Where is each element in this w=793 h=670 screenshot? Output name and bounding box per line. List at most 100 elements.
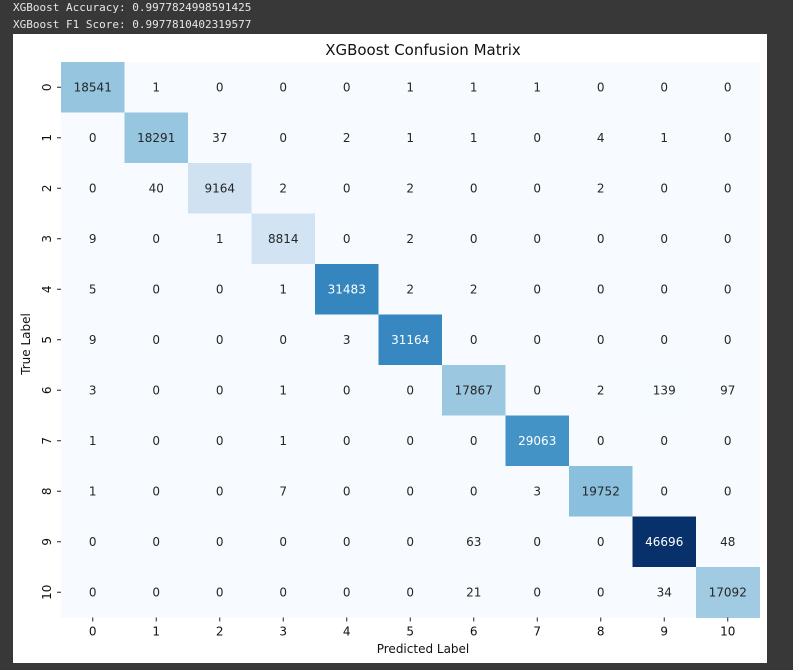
cell-value-label: 0 (89, 131, 97, 145)
heatmap-cell (61, 264, 125, 315)
cell-value-label: 0 (343, 383, 351, 397)
cell-value-label: 40 (149, 181, 164, 195)
cell-value-label: 0 (216, 80, 224, 94)
cell-value-label: 0 (89, 535, 97, 549)
heatmap-cell (442, 415, 506, 467)
cell-value-label: 1 (406, 80, 414, 94)
cell-value-label: 37 (212, 131, 227, 145)
heatmap-cell (124, 62, 189, 113)
heatmap-cell (188, 163, 252, 214)
cell-value-label: 2 (597, 181, 605, 195)
heatmap-cell (632, 62, 697, 113)
y-tick-label: 2 (40, 184, 54, 192)
x-tick-label: 9 (660, 625, 668, 639)
heatmap-cell (378, 62, 443, 113)
cell-value-label: 0 (597, 282, 605, 296)
heatmap-cell (188, 516, 252, 568)
heatmap-cell (696, 62, 760, 113)
heatmap-cell (632, 314, 697, 366)
x-axis-label: Predicted Label (377, 642, 470, 656)
cell-value-label: 0 (597, 232, 605, 246)
cell-value-label: 0 (597, 585, 605, 599)
y-tick-label: 8 (40, 487, 54, 495)
cell-value-label: 0 (152, 434, 160, 448)
cell-value-label: 0 (597, 333, 605, 347)
heatmap-cell (569, 365, 633, 416)
heatmap-cell (505, 314, 570, 366)
heatmap-cell (696, 264, 760, 315)
heatmap-cell (442, 213, 506, 265)
cell-value-label: 139 (653, 383, 676, 397)
heatmap-cell (569, 567, 633, 618)
heatmap-cell (61, 163, 125, 214)
heatmap-cell (124, 163, 189, 214)
heatmap-cell (124, 314, 189, 366)
heatmap-cell (632, 567, 697, 618)
cell-value-label: 0 (533, 383, 541, 397)
cell-value-label: 0 (279, 80, 287, 94)
x-tick-label: 2 (216, 625, 224, 639)
heatmap-cell (442, 314, 506, 366)
cell-value-label: 18541 (74, 80, 112, 94)
heatmap-cell (696, 466, 760, 517)
cell-value-label: 0 (660, 333, 668, 347)
cell-value-label: 0 (597, 80, 605, 94)
heatmap-cell (124, 365, 189, 416)
cell-value-label: 0 (406, 535, 414, 549)
chart-figure: XGBoost Confusion Matrix 18541 1 0 0 0 1 1 1 0 0 0… (13, 34, 767, 663)
heatmap-cell (188, 213, 252, 265)
cell-value-label: 8814 (268, 232, 299, 246)
heatmap-cell (61, 567, 125, 618)
cell-value-label: 1 (279, 434, 287, 448)
cell-value-label: 31483 (328, 282, 366, 296)
heatmap-cell (378, 365, 443, 416)
y-tick-label: 9 (40, 538, 54, 546)
heatmap-cell (632, 516, 697, 568)
heatmap-cell (632, 466, 697, 517)
cell-value-label: 7 (279, 484, 287, 498)
heatmap-cell (569, 314, 633, 366)
y-tick-label: 6 (40, 386, 54, 394)
heatmap-cell (251, 112, 316, 164)
cell-value-label: 0 (724, 434, 732, 448)
cell-value-label: 9 (89, 232, 97, 246)
heatmap-cell (632, 163, 697, 214)
y-tick-label: 0 (40, 83, 54, 91)
heatmap-cell (251, 314, 316, 366)
cell-value-label: 63 (466, 535, 481, 549)
cell-value-label: 0 (724, 484, 732, 498)
cell-value-label: 1 (470, 80, 478, 94)
heatmap-cell (696, 314, 760, 366)
y-axis-ticks: 0 1 2 3 4 5 6 7 8 9 10 (40, 83, 61, 600)
cell-value-label: 0 (279, 131, 287, 145)
cell-value-label: 0 (406, 434, 414, 448)
cell-value-label: 0 (279, 333, 287, 347)
cell-value-label: 1 (660, 131, 668, 145)
heatmap-cell (124, 112, 189, 164)
heatmap-cell (188, 112, 252, 164)
y-tick-label: 1 (40, 134, 54, 142)
cell-value-label: 0 (89, 585, 97, 599)
cell-value-label: 0 (216, 333, 224, 347)
cell-value-label: 1 (279, 282, 287, 296)
cell-value-label: 18291 (137, 131, 175, 145)
heatmap-cell (378, 415, 443, 467)
heatmap-cell (378, 516, 443, 568)
cell-value-label: 0 (660, 484, 668, 498)
cell-value-label: 2 (279, 181, 287, 195)
heatmap-cell (505, 466, 570, 517)
confusion-matrix-heatmap: XGBoost Confusion Matrix 18541 1 0 0 0 1 1 1 0 0 0… (19, 41, 760, 656)
cell-value-label: 2 (470, 282, 478, 296)
cell-value-label: 0 (216, 282, 224, 296)
heatmap-cell (505, 567, 570, 618)
heatmap-cell (251, 62, 316, 113)
heatmap-cells: 18541 1 0 0 0 1 1 1 0 0 00 18291 37 0 2 1 1 0 4 1 00 40 9164 2 0… (61, 62, 760, 618)
cell-value-label: 34 (657, 585, 672, 599)
cell-value-label: 0 (724, 131, 732, 145)
heatmap-cell (378, 112, 443, 164)
x-tick-label: 6 (470, 625, 478, 639)
cell-value-label: 2 (343, 131, 351, 145)
cell-value-label: 0 (724, 232, 732, 246)
heatmap-cell (442, 516, 506, 568)
cell-value-label: 9 (89, 333, 97, 347)
